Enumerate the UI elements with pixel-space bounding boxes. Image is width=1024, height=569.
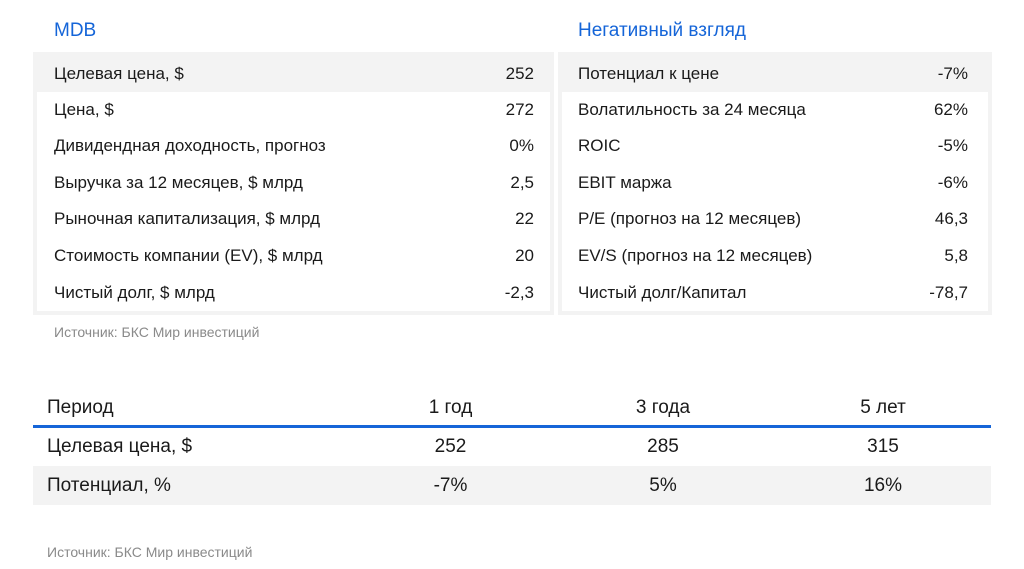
table-row: Потенциал, % -7% 5% 16% [33,466,991,505]
table-row: Потенциал к цене -7% [562,56,988,93]
row-value: 22 [515,209,534,229]
right-metrics-table: Потенциал к цене -7% Волатильность за 24… [558,52,992,315]
row-label: Дивидендная доходность, прогноз [54,136,326,156]
left-metrics-table: Целевая цена, $ 252 Цена, $ 272 Дивиденд… [33,52,554,315]
source-note: Источник: БКС Мир инвестиций [47,544,253,560]
row-label: ROIC [578,136,621,156]
row-label: Потенциал к цене [578,64,720,84]
table-cell: 315 [867,436,899,457]
table-row: ROIC -5% [562,128,988,165]
row-value: -7% [937,64,968,84]
row-label: Волатильность за 24 месяца [578,100,806,119]
row-label: Чистый долг, $ млрд [54,282,215,302]
row-label: Стоимость компании (EV), $ млрд [54,246,323,266]
table-row: Целевая цена, $ 252 285 315 [33,428,991,466]
row-label: EV/S (прогноз на 12 месяцев) [578,246,813,266]
table-row: Волатильность за 24 месяца 62% [562,92,988,128]
table-row: Целевая цена, $ 252 [37,56,550,93]
row-value: 252 [505,64,534,84]
row-label: Цена, $ [54,100,114,119]
row-value: 20 [515,246,534,266]
row-label: Чистый долг/Капитал [578,282,747,302]
row-value: 62% [933,100,968,119]
row-label: EBIT маржа [578,172,672,192]
row-value: -2,3 [504,282,534,302]
row-label: Рыночная капитализация, $ млрд [54,209,320,229]
row-value: 2,5 [510,172,534,192]
period-table: Период 1 год 3 года 5 лет Целевая цена, … [33,390,991,505]
row-label: P/E (прогноз на 12 месяцев) [578,209,802,229]
header-cell: 3 года [635,396,691,418]
header-cell: 5 лет [860,396,906,418]
table-row: Чистый долг/Капитал -78,7 [562,274,988,311]
table-row: EBIT маржа -6% [562,165,988,202]
header-cell: Период [47,396,114,418]
row-label: Выручка за 12 месяцев, $ млрд [54,172,303,192]
row-value: 46,3 [934,209,968,229]
row-value: 0% [509,136,534,156]
left-table-title: MDB [54,20,97,41]
source-note: Источник: БКС Мир инвестиций [54,324,260,340]
table-row: Дивидендная доходность, прогноз 0% [37,128,550,165]
row-value: -78,7 [929,282,968,302]
period-table-header: Период 1 год 3 года 5 лет [33,390,991,428]
table-row: Цена, $ 272 [37,92,550,128]
row-label: Целевая цена, $ [54,64,184,84]
row-value: -6% [937,172,968,192]
table-row: EV/S (прогноз на 12 месяцев) 5,8 [562,238,988,275]
table-cell: Потенциал, % [47,474,171,496]
row-value: 5,8 [944,246,968,266]
table-row: Чистый долг, $ млрд -2,3 [37,274,550,311]
table-cell: 5% [649,474,677,496]
row-value: -5% [937,136,968,156]
table-row: Стоимость компании (EV), $ млрд 20 [37,238,550,275]
header-cell: 1 год [428,396,473,418]
table-row: Рыночная капитализация, $ млрд 22 [37,201,550,238]
row-value: 272 [505,100,534,119]
table-cell: 252 [434,436,467,457]
table-cell: -7% [433,474,468,496]
table-cell: 285 [647,436,679,457]
table-row: P/E (прогноз на 12 месяцев) 46,3 [562,201,988,238]
table-cell: Целевая цена, $ [47,436,193,457]
table-cell: 16% [863,474,903,496]
table-row: Выручка за 12 месяцев, $ млрд 2,5 [37,165,550,202]
right-table-title: Негативный взгляд [578,20,746,41]
